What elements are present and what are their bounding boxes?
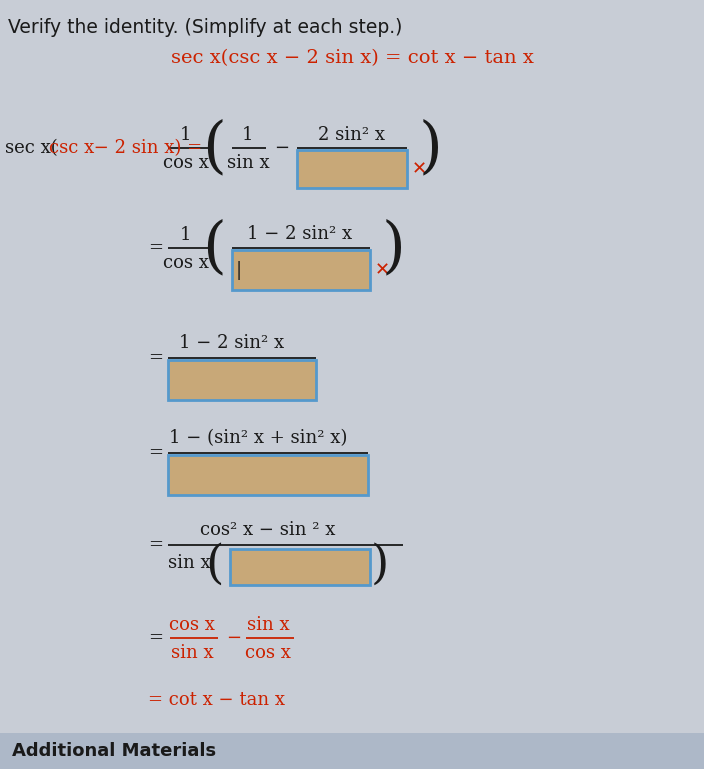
Text: sin x: sin x [170, 644, 213, 662]
Text: ): ) [371, 542, 389, 588]
Text: =: = [148, 629, 163, 647]
Text: cos² x − sin ² x: cos² x − sin ² x [201, 521, 336, 539]
Text: =: = [148, 444, 163, 462]
Bar [232, 250, 370, 290]
Text: sec x(csc x − 2 sin x) = cot x − tan x: sec x(csc x − 2 sin x) = cot x − tan x [170, 49, 534, 67]
Text: (: ( [202, 218, 226, 278]
Text: cos x: cos x [163, 154, 209, 172]
Text: 2 sin² x: 2 sin² x [318, 126, 386, 144]
Text: sin x: sin x [246, 616, 289, 634]
Bar [230, 549, 370, 585]
Text: sin x: sin x [227, 154, 270, 172]
Text: Additional Materials: Additional Materials [12, 742, 216, 760]
Text: 1: 1 [180, 226, 191, 244]
Text: cos x: cos x [169, 616, 215, 634]
Text: −: − [274, 139, 289, 157]
Text: csc x: csc x [49, 139, 94, 157]
Text: ): ) [419, 118, 443, 178]
Text: sec x(: sec x( [5, 139, 58, 157]
Text: ✕: ✕ [412, 160, 427, 178]
Text: 1 − 2 sin² x: 1 − 2 sin² x [180, 334, 284, 352]
Text: =: = [148, 536, 163, 554]
Bar [0, 733, 704, 769]
Text: − 2 sin x) =: − 2 sin x) = [88, 139, 202, 157]
Text: (: ( [202, 118, 226, 178]
Text: ✕: ✕ [375, 261, 390, 279]
Text: 1: 1 [242, 126, 253, 144]
Text: =: = [148, 239, 163, 257]
Text: 1 − (sin² x + sin² x): 1 − (sin² x + sin² x) [169, 429, 347, 447]
Bar [168, 455, 368, 495]
Text: ): ) [382, 218, 406, 278]
Text: sin x: sin x [168, 554, 210, 572]
Text: cos x: cos x [245, 644, 291, 662]
Text: |: | [236, 261, 242, 279]
Text: cos x: cos x [163, 254, 209, 272]
Text: Verify the identity. (Simplify at each step.): Verify the identity. (Simplify at each s… [8, 18, 403, 37]
Text: = cot x − tan x: = cot x − tan x [148, 691, 285, 709]
Bar [297, 150, 407, 188]
Bar [168, 360, 316, 400]
Text: =: = [148, 349, 163, 367]
Text: −: − [226, 629, 241, 647]
Text: 1 − 2 sin² x: 1 − 2 sin² x [247, 225, 353, 243]
Text: (: ( [205, 542, 223, 588]
Text: 1: 1 [180, 126, 191, 144]
